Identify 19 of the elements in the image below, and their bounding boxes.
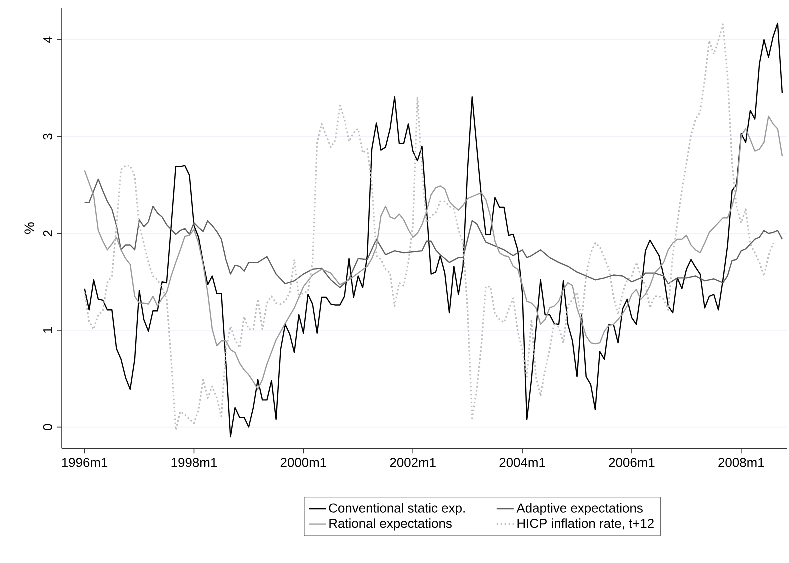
x-tick-label: 1998m1 [172, 458, 218, 468]
y-tick-label: 3 [43, 134, 52, 140]
y-tick-label: 2 [43, 230, 52, 237]
y-tick-label: 4 [44, 36, 52, 44]
y-tick-label: 0 [43, 424, 52, 430]
y-tick-label: 1 [44, 327, 52, 334]
legend-label: Conventional static exp. [329, 503, 465, 516]
x-tick-label: 2006m1 [609, 458, 655, 468]
x-tick-label: 2004m1 [500, 458, 546, 468]
x-tick-label: 1996m1 [62, 458, 108, 468]
x-tick-label: 2002m1 [390, 458, 436, 468]
legend-label: HICP inflation rate, t+12 [518, 518, 654, 530]
line-series [84, 178, 784, 288]
x-tick-label: 2008m1 [718, 458, 764, 468]
line-series [84, 116, 784, 390]
x-tick-label: 2000m1 [280, 458, 326, 468]
legend-label: Adaptive expectations [516, 503, 643, 516]
y-axis-title: % [24, 222, 34, 234]
legend-label: Rational expectations [330, 518, 452, 531]
